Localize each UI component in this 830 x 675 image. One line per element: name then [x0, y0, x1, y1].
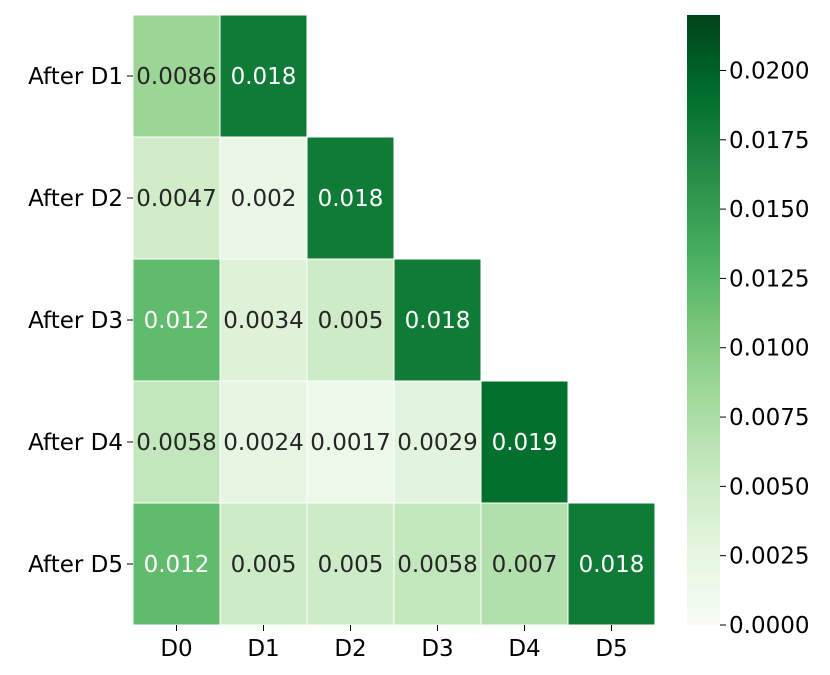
- heatmap-cell: [219, 14, 308, 138]
- cell-value-label: 0.0086: [136, 64, 216, 90]
- cell-value-label: 0.002: [231, 186, 297, 212]
- heatmap-cells: 0.0086 0.018 0.0047 0.002 0.018 0.012 0.0034 0.…: [132, 14, 656, 626]
- cell-value-label: 0.0034: [223, 308, 303, 334]
- x-tick-label: D1: [247, 636, 279, 662]
- x-tick-label: D0: [160, 636, 192, 662]
- x-tick-label: D2: [334, 636, 366, 662]
- colorbar-tick-label: 0.0100: [729, 336, 809, 362]
- colorbar-tick-label: 0.0000: [729, 613, 809, 639]
- colorbar-tick-label: 0.0025: [729, 544, 809, 570]
- heatmap-cell: [132, 14, 221, 138]
- cell-value-label: 0.018: [318, 186, 384, 212]
- colorbar-tick-label: 0.0125: [729, 266, 809, 292]
- cell-value-label: 0.019: [492, 430, 558, 456]
- cell-value-label: 0.012: [144, 552, 210, 578]
- cell-value-label: 0.0047: [136, 186, 216, 212]
- heatmap-cell: [480, 502, 569, 626]
- heatmap-cell: [132, 258, 221, 382]
- cell-value-label: 0.018: [231, 64, 297, 90]
- colorbar: 0.0000 0.0025 0.0050 0.0075 0.0100 0.0125 0.01…: [687, 15, 809, 639]
- y-axis: After D1 After D2 After D3 After D4 After D5: [28, 64, 133, 578]
- cell-value-label: 0.0024: [223, 430, 303, 456]
- cell-value-label: 0.005: [318, 552, 384, 578]
- x-tick-label: D5: [595, 636, 627, 662]
- heatmap-cell: [393, 380, 482, 504]
- cell-value-label: 0.005: [231, 552, 297, 578]
- cell-value-label: 0.007: [492, 552, 558, 578]
- y-tick-label: After D2: [28, 186, 123, 212]
- colorbar-tick-label: 0.0150: [729, 197, 809, 223]
- heatmap-cell: [306, 136, 395, 260]
- y-tick-label: After D1: [28, 64, 123, 90]
- cell-value-label: 0.012: [144, 308, 210, 334]
- heatmap-cell: [567, 502, 656, 626]
- cell-value-label: 0.018: [405, 308, 471, 334]
- y-tick-label: After D5: [28, 552, 123, 578]
- cell-value-label: 0.018: [579, 552, 645, 578]
- colorbar-ticks: 0.0000 0.0025 0.0050 0.0075 0.0100 0.0125 0.01…: [720, 58, 809, 639]
- heatmap-cell: [219, 502, 308, 626]
- heatmap-cell: [306, 502, 395, 626]
- heatmap-cell: [219, 136, 308, 260]
- heatmap-cell: [132, 380, 221, 504]
- colorbar-tick-label: 0.0200: [729, 58, 809, 84]
- y-tick-label: After D4: [28, 430, 123, 456]
- cell-value-label: 0.0058: [136, 430, 216, 456]
- x-axis: D0 D1 D2 D3 D4 D5: [160, 625, 628, 662]
- colorbar-tick-label: 0.0175: [729, 128, 809, 154]
- heatmap-cell: [480, 380, 569, 504]
- x-tick-label: D4: [508, 636, 540, 662]
- cell-value-label: 0.0058: [397, 552, 477, 578]
- heatmap-cell: [132, 136, 221, 260]
- heatmap-cell: [393, 502, 482, 626]
- colorbar-tick-label: 0.0050: [729, 474, 809, 500]
- cell-value-label: 0.0017: [310, 430, 390, 456]
- heatmap-cell: [306, 380, 395, 504]
- colorbar-gradient: [687, 15, 720, 625]
- y-tick-label: After D3: [28, 308, 123, 334]
- cell-value-label: 0.005: [318, 308, 384, 334]
- heatmap-cell: [306, 258, 395, 382]
- cell-value-label: 0.0029: [397, 430, 477, 456]
- heatmap-cell: [132, 502, 221, 626]
- x-tick-label: D3: [421, 636, 453, 662]
- colorbar-tick-label: 0.0075: [729, 405, 809, 431]
